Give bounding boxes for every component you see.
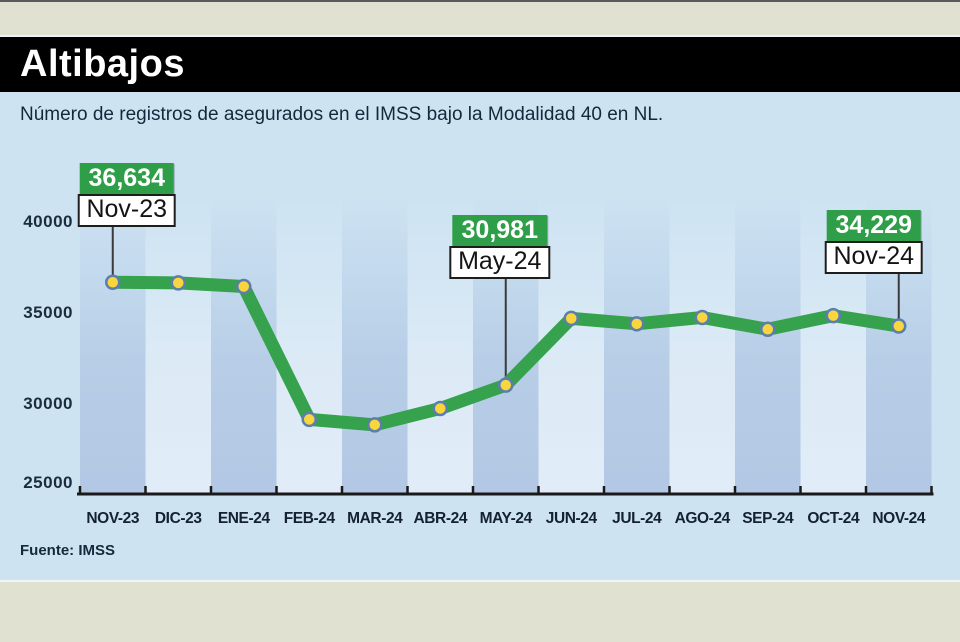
x-axis-label: SEP-24: [742, 510, 794, 527]
x-axis-label: NOV-23: [86, 510, 140, 527]
month-band: [145, 197, 211, 494]
data-point: [301, 411, 317, 428]
month-band: [669, 197, 735, 494]
data-point: [367, 417, 383, 433]
x-axis-label: JUL-24: [612, 510, 662, 527]
x-axis-label: FEB-24: [284, 510, 336, 527]
callout-date: May-24: [449, 246, 551, 279]
chart-subtitle: Número de registros de asegurados en el …: [20, 104, 664, 125]
x-axis-label: ENE-24: [218, 510, 271, 527]
data-point: [498, 377, 514, 393]
callout-value: 36,634: [79, 163, 174, 195]
data-point: [825, 307, 841, 324]
x-axis-label: AGO-24: [675, 510, 731, 527]
x-axis-label: ABR-24: [413, 510, 467, 527]
data-point: [105, 274, 121, 291]
callout-value: 30,981: [452, 215, 547, 247]
data-point: [563, 310, 579, 327]
source-note: Fuente: IMSS: [20, 542, 116, 559]
data-callout: 36,634 Nov-23: [77, 163, 177, 227]
data-point: [760, 321, 776, 338]
page-title: Altibajos: [20, 43, 185, 85]
month-band: [604, 197, 670, 494]
callout-value: 34,229: [826, 210, 921, 242]
month-band: [342, 197, 408, 494]
y-axis-label: 25000: [23, 473, 73, 492]
month-band: [276, 197, 342, 494]
callout-date: Nov-23: [77, 194, 177, 227]
x-axis-label: MAR-24: [347, 510, 403, 527]
data-point: [891, 318, 907, 334]
x-axis-label: OCT-24: [807, 510, 860, 527]
data-callout: 34,229 Nov-24: [824, 210, 924, 274]
y-axis-label: 35000: [23, 303, 73, 322]
y-axis-label: 30000: [23, 394, 73, 413]
title-bar: Altibajos: [0, 35, 960, 92]
x-axis-label: JUN-24: [546, 510, 598, 527]
data-point: [629, 316, 645, 332]
x-axis-label: MAY-24: [480, 510, 533, 527]
month-band: [735, 197, 801, 494]
data-point: [170, 275, 186, 291]
x-axis-label: DIC-23: [155, 510, 202, 527]
data-callout: 30,981 May-24: [449, 215, 551, 279]
y-axis-label: 40000: [23, 212, 73, 231]
callout-date: Nov-24: [824, 241, 924, 274]
data-point: [432, 400, 448, 417]
data-point: [236, 278, 252, 295]
x-axis-label: NOV-24: [872, 510, 926, 527]
data-point: [694, 309, 710, 326]
